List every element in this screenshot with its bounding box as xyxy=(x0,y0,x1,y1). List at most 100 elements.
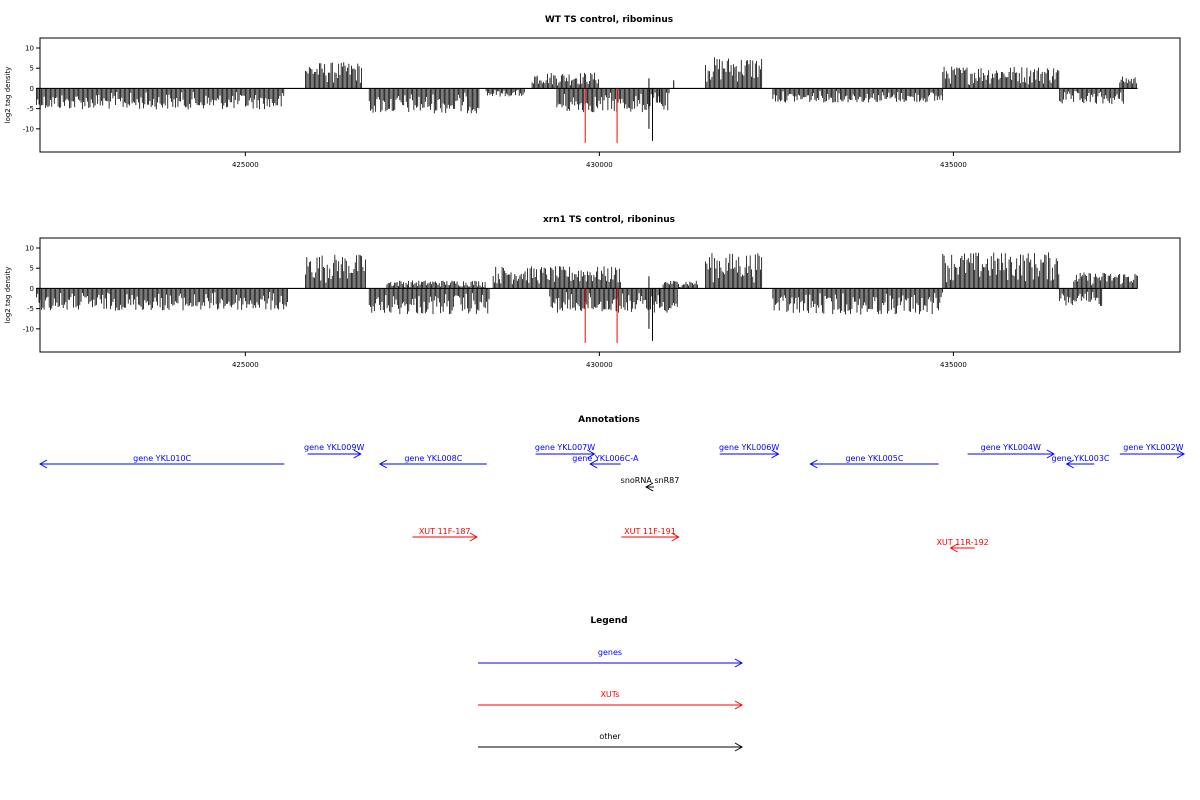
panel-xrn1-signal xyxy=(36,252,1138,343)
y-tick-label: 5 xyxy=(30,65,34,73)
legend-arrowhead xyxy=(734,700,744,710)
x-tick-label: 425000 xyxy=(232,161,259,169)
signal-segment xyxy=(36,288,288,311)
signal-bars xyxy=(1059,288,1103,307)
y-tick-label: -10 xyxy=(23,125,34,133)
x-tick-label: 435000 xyxy=(940,161,967,169)
feature-arrowhead xyxy=(1176,449,1186,459)
y-tick-label: 10 xyxy=(25,45,34,53)
feature-label: gene YKL002W xyxy=(1123,443,1183,452)
signal-segment xyxy=(705,57,763,89)
y-tick-label: 10 xyxy=(25,245,34,253)
feature-gene-ykl006w: gene YKL006W xyxy=(719,443,780,459)
feature-arrowhead xyxy=(771,449,780,459)
signal-segment xyxy=(531,72,599,89)
signal-segment xyxy=(662,280,698,289)
signal-bars xyxy=(368,88,480,114)
feature-arrowhead xyxy=(469,532,478,542)
signal-bars xyxy=(942,252,1060,289)
signal-segment xyxy=(1073,272,1138,289)
signal-bars xyxy=(1073,272,1138,289)
feature-label: gene YKL008C xyxy=(404,454,462,463)
panel-xrn1-ylabel: log2 tag density xyxy=(4,267,12,324)
signal-segment xyxy=(305,254,366,289)
signal-bars xyxy=(531,72,599,89)
legend-label: XUTs xyxy=(600,690,619,699)
signal-bars xyxy=(772,88,943,103)
feature-arrowhead xyxy=(645,482,654,492)
feature-gene-ykl010c: gene YKL010C xyxy=(38,454,285,469)
feature-xut-11f-191: XUT 11F-191 xyxy=(621,527,680,542)
signal-bars xyxy=(386,280,486,289)
feature-arrowhead xyxy=(671,532,680,542)
signal-segment xyxy=(772,288,943,315)
signal-segment xyxy=(368,88,480,114)
panel-xrn1-x-axis: 425000 430000 435000 xyxy=(232,352,967,369)
feature-label: XUT 11F-187 xyxy=(419,527,471,536)
annotations-title: Annotations xyxy=(578,415,640,425)
y-tick-label: 5 xyxy=(30,265,34,273)
feature-label: snoRNA snR87 xyxy=(621,476,680,485)
signal-segment xyxy=(386,280,486,289)
feature-arrowhead xyxy=(949,543,958,553)
signal-bars xyxy=(36,88,285,110)
feature-arrowhead xyxy=(1065,459,1074,469)
feature-gene-ykl003c: gene YKL003C xyxy=(1052,454,1110,469)
feature-gene-ykl002w: gene YKL002W xyxy=(1119,443,1186,459)
feature-xut-11f-187: XUT 11F-187 xyxy=(412,527,478,542)
feature-label: gene YKL009W xyxy=(304,443,364,452)
signal-bars xyxy=(492,266,622,289)
signal-bars xyxy=(705,253,763,289)
signal-bars xyxy=(705,57,763,89)
feature-label: gene YKL005C xyxy=(845,454,903,463)
signal-bars xyxy=(662,280,698,289)
x-tick-label: 430000 xyxy=(586,361,613,369)
panel-wt-ylabel: log2 tag density xyxy=(4,67,12,124)
signal-segment xyxy=(942,66,1060,89)
feature-label: gene YKL006C-A xyxy=(572,454,639,463)
signal-bars xyxy=(36,288,288,311)
signal-bars xyxy=(556,88,670,113)
legend-item-genes: genes xyxy=(478,648,744,668)
signal-bars xyxy=(772,288,943,315)
feature-arrowhead xyxy=(353,449,362,459)
signal-bars xyxy=(942,66,1060,89)
legend-label: other xyxy=(599,732,621,741)
panel-xrn1: xrn1 TS control, riboninus log2 tag dens… xyxy=(4,215,1181,369)
signal-bars xyxy=(1119,76,1137,89)
y-tick-label: 0 xyxy=(30,85,34,93)
feature-label: XUT 11F-191 xyxy=(624,527,676,536)
signal-segment xyxy=(305,62,363,89)
signal-segment xyxy=(492,266,622,289)
legend-label: genes xyxy=(598,648,622,657)
y-tick-label: -5 xyxy=(27,305,34,313)
signal-bars xyxy=(305,254,366,289)
feature-label: gene YKL006W xyxy=(719,443,779,452)
feature-gene-ykl008c: gene YKL008C xyxy=(378,454,487,469)
feature-arrowhead xyxy=(589,459,598,469)
signal-bars xyxy=(368,288,490,315)
feature-arrowhead xyxy=(38,459,48,469)
y-tick-label: -10 xyxy=(23,325,34,333)
signal-segment xyxy=(368,288,490,315)
legend-panel: Legend genes XUTs other xyxy=(478,616,744,752)
signal-segment xyxy=(485,88,525,97)
signal-segment xyxy=(549,288,678,313)
feature-snorna-snr87: snoRNA snR87 xyxy=(621,476,680,492)
feature-xut-11r-192: XUT 11R-192 xyxy=(936,538,989,553)
feature-label: gene YKL007W xyxy=(535,443,595,452)
legend-item-xuts: XUTs xyxy=(478,690,744,710)
annotation-features: gene YKL010C gene YKL009W gene YKL008C gene… xyxy=(38,443,1186,553)
signal-segment xyxy=(556,88,670,113)
feature-arrowhead xyxy=(1046,449,1055,459)
signal-segment xyxy=(1059,88,1124,105)
signal-segment xyxy=(1119,76,1137,89)
signal-segment xyxy=(772,88,943,103)
feature-label: gene YKL004W xyxy=(981,443,1041,452)
legend-arrowhead xyxy=(734,742,744,752)
signal-bars xyxy=(305,62,363,89)
signal-bars xyxy=(485,88,525,97)
feature-gene-ykl005c: gene YKL005C xyxy=(809,454,939,469)
panel-wt-title: WT TS control, ribominus xyxy=(545,15,673,25)
x-tick-label: 430000 xyxy=(586,161,613,169)
